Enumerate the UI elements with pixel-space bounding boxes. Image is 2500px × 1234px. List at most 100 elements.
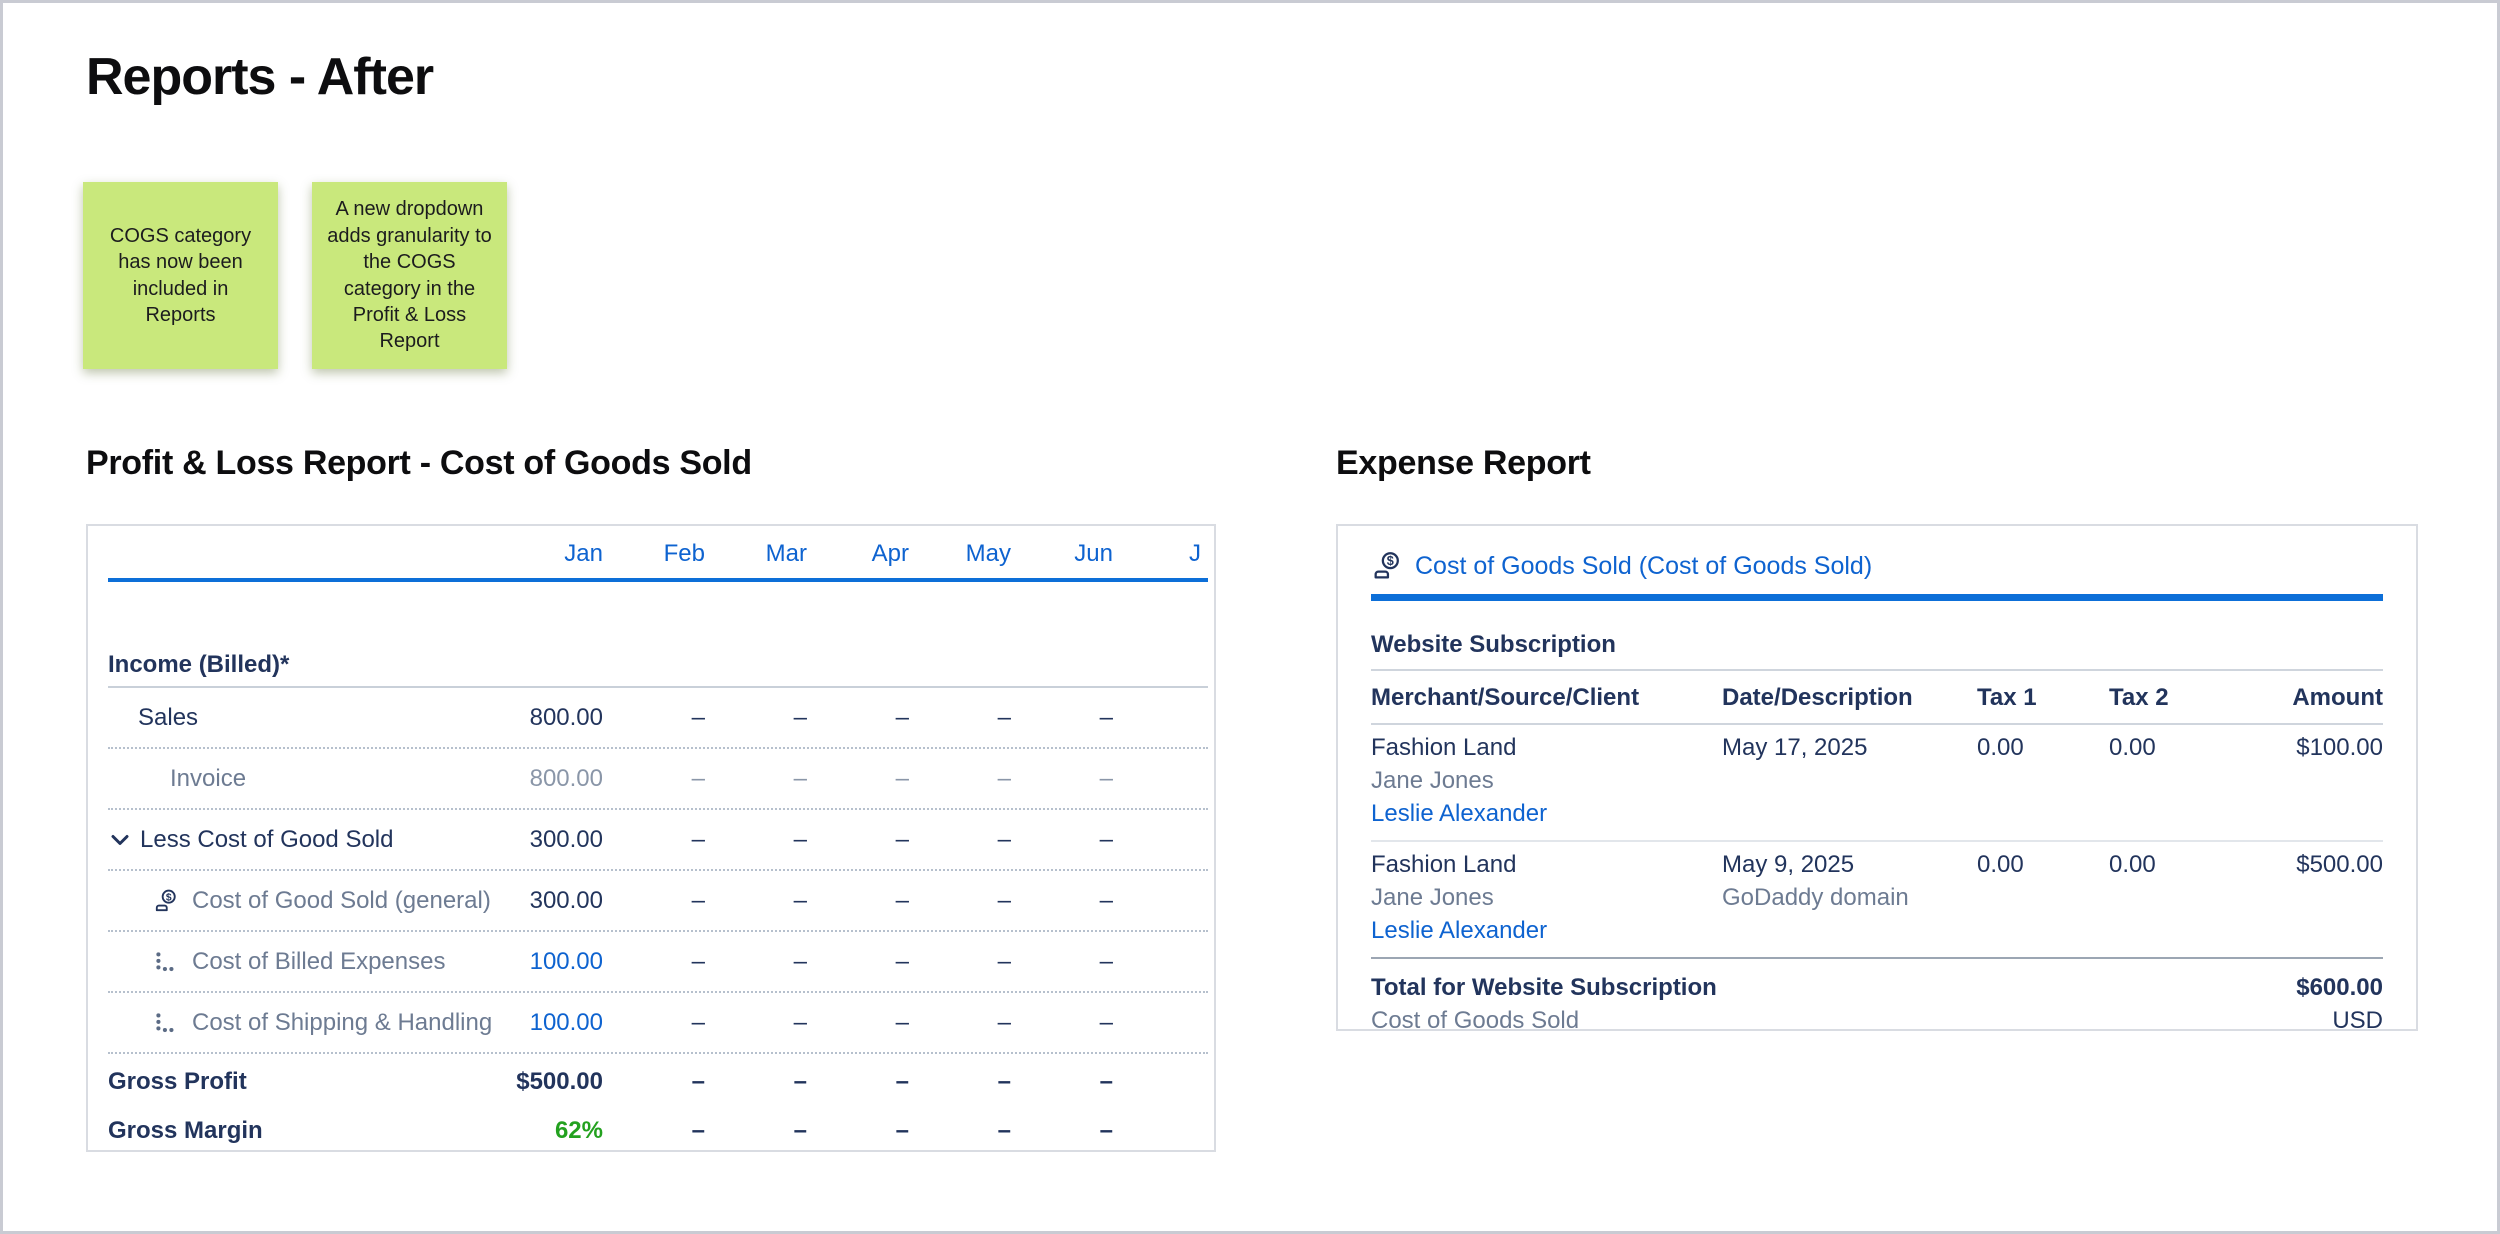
value-cell: – — [691, 703, 705, 731]
sticky-note-text: A new dropdown adds granularity to the C… — [327, 198, 492, 353]
row-label: Cost of Billed Expenses — [108, 948, 501, 976]
value-cell: – — [895, 1117, 909, 1144]
value-link[interactable]: 100.00 — [529, 1008, 603, 1036]
value-cell: – — [895, 703, 909, 731]
month-cell: Jun — [1074, 540, 1113, 567]
value-cell: 800.00 — [529, 703, 603, 731]
value-cell: – — [895, 1068, 909, 1095]
value-cell: – — [997, 703, 1011, 731]
value-cell: – — [997, 1008, 1011, 1036]
svg-text:$: $ — [1387, 554, 1394, 568]
value-link[interactable]: 100.00 — [529, 947, 603, 975]
amount-cell: $100.00 — [2296, 734, 2383, 761]
chevron-down-icon[interactable] — [108, 828, 132, 852]
month-cell: May — [965, 540, 1011, 567]
column-header: Date/Description — [1722, 684, 1913, 711]
value-cell: – — [997, 1117, 1011, 1144]
pnl-report-card: Jan Feb Mar Apr May Jun J Income (Billed… — [86, 524, 1216, 1152]
value-cell: – — [997, 886, 1011, 914]
row-label: Less Cost of Good Sold — [108, 826, 501, 854]
value-cell: – — [793, 825, 807, 853]
client-link[interactable]: Leslie Alexander — [1371, 800, 1548, 827]
month-cell: Feb — [663, 540, 705, 567]
expense-category-link[interactable]: Cost of Goods Sold (Cost of Goods Sold) — [1415, 551, 1873, 580]
expense-section-heading: Expense Report — [1336, 444, 1591, 482]
expense-row: Fashion Land Jane Jones Leslie Alexander… — [1371, 725, 2383, 842]
value-cell: – — [793, 1068, 807, 1095]
value-cell: – — [793, 947, 807, 975]
sticky-note-dropdown-granularity: A new dropdown adds granularity to the C… — [312, 182, 507, 369]
expense-accent-bar — [1371, 594, 2383, 601]
table-row-sales: Sales 800.00 – – – – – — [108, 688, 1208, 749]
value-cell: – — [691, 886, 705, 914]
value-cell: – — [895, 886, 909, 914]
tax1-cell: 0.00 — [1977, 734, 2024, 761]
value-cell: – — [1099, 1068, 1113, 1095]
row-label: Cost of Shipping & Handling — [108, 1009, 501, 1037]
row-label-text[interactable]: Less Cost of Good Sold — [140, 825, 394, 853]
month-cell: Jan — [564, 540, 603, 567]
source-name: Jane Jones — [1371, 767, 1494, 794]
value-cell: – — [1099, 1008, 1113, 1036]
expense-date: May 17, 2025 — [1722, 734, 1868, 761]
table-row-gross-margin: Gross Margin 62% – – – – – — [108, 1110, 1208, 1150]
column-header: Amount — [2292, 684, 2383, 711]
sticky-notes-group: COGS category has now been included in R… — [83, 182, 507, 369]
row-label-text: Cost of Shipping & Handling — [192, 1008, 493, 1036]
column-header: Tax 2 — [2109, 684, 2169, 711]
month-cell: Apr — [871, 540, 909, 567]
value-cell: $500.00 — [516, 1068, 603, 1095]
total-label: Total for Website Subscription — [1371, 974, 1717, 1001]
row-label: Invoice — [170, 764, 247, 792]
value-cell: – — [793, 764, 807, 792]
page-title: Reports - After — [86, 48, 434, 106]
subcategory-dots-icon — [156, 951, 174, 971]
total-amount: $600.00 — [2296, 974, 2383, 1001]
total-line: Total for Website Subscription $600.00 — [1371, 971, 2383, 1004]
pnl-section-heading: Profit & Loss Report - Cost of Goods Sol… — [86, 444, 752, 482]
row-label: Gross Profit — [108, 1068, 247, 1095]
subcategory-dots-icon — [156, 1012, 174, 1032]
tax1-cell: 0.00 — [1977, 851, 2024, 878]
value-cell: – — [895, 947, 909, 975]
value-cell: – — [793, 886, 807, 914]
table-row-invoice: Invoice 800.00 – – – – – — [108, 749, 1208, 810]
value-cell: – — [691, 825, 705, 853]
row-label: Sales — [138, 703, 199, 731]
row-label: Income (Billed)* — [108, 651, 290, 678]
value-cell: 300.00 — [529, 825, 603, 853]
row-label: Gross Margin — [108, 1117, 263, 1144]
column-header: Tax 1 — [1977, 684, 2037, 711]
expense-report-card: $ Cost of Goods Sold (Cost of Goods Sold… — [1336, 524, 2418, 1031]
expense-description: GoDaddy domain — [1722, 884, 1909, 911]
total-currency: USD — [2332, 1007, 2383, 1031]
value-cell: – — [1099, 825, 1113, 853]
value-cell: 300.00 — [529, 886, 603, 914]
value-cell: – — [895, 1008, 909, 1036]
table-row-cogs-general: $ Cost of Good Sold (general) 300.00 – –… — [108, 871, 1208, 932]
money-coin-icon: $ — [155, 889, 176, 911]
table-row-income-header: Income (Billed)* — [108, 644, 1208, 688]
value-cell: – — [1099, 1117, 1113, 1144]
table-row-shipping-handling: Cost of Shipping & Handling 100.00 – – –… — [108, 993, 1208, 1054]
table-row-less-cogs: Less Cost of Good Sold 300.00 – – – – – — [108, 810, 1208, 871]
client-link[interactable]: Leslie Alexander — [1371, 917, 1548, 944]
value-cell: – — [691, 947, 705, 975]
column-header: Merchant/Source/Client — [1371, 684, 1640, 711]
row-label-text: Cost of Good Sold (general) — [192, 886, 491, 914]
value-cell: – — [997, 1068, 1011, 1095]
row-label-text: Cost of Billed Expenses — [192, 947, 446, 975]
value-cell: – — [1099, 764, 1113, 792]
tax2-cell: 0.00 — [2109, 734, 2156, 761]
table-row-gross-profit: Gross Profit $500.00 – – – – – — [108, 1054, 1208, 1110]
pnl-table: Income (Billed)* Sales 800.00 – – – – – … — [108, 644, 1208, 1150]
value-cell: – — [1099, 703, 1113, 731]
value-cell: – — [793, 1008, 807, 1036]
expense-table-header: Merchant/Source/Client Date/Description … — [1371, 671, 2383, 725]
value-cell: – — [793, 1117, 807, 1144]
date-cell: May 9, 2025 GoDaddy domain — [1722, 848, 1977, 947]
pnl-header-divider — [108, 578, 1208, 582]
value-cell: – — [793, 703, 807, 731]
value-cell: – — [691, 764, 705, 792]
